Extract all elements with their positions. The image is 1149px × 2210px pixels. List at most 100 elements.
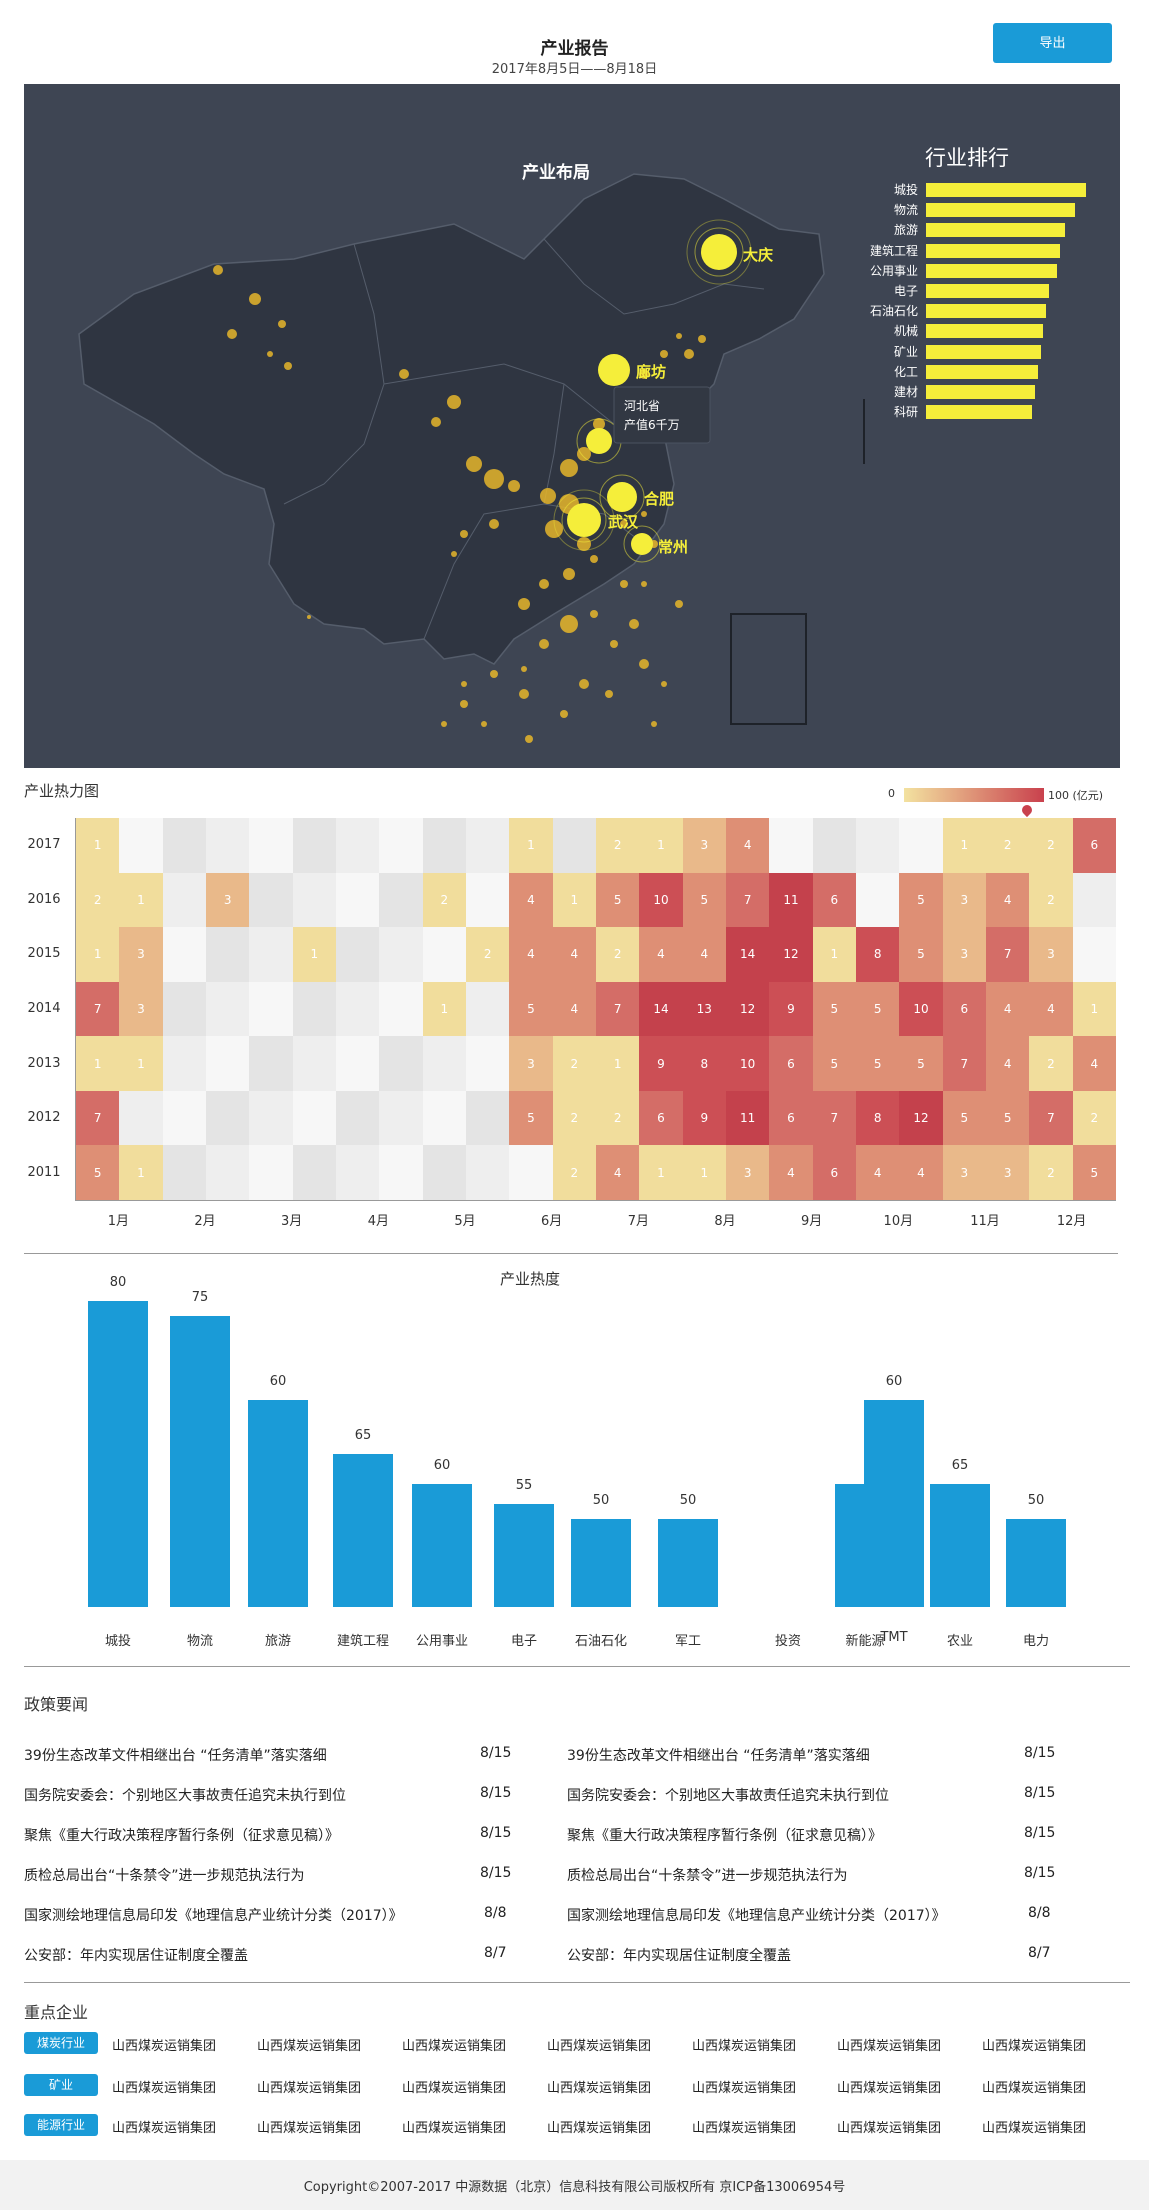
heatmap-cell[interactable]: 4 (596, 1145, 640, 1200)
heatmap-cell[interactable]: 3 (942, 1145, 986, 1200)
heatmap-cell[interactable]: 2 (76, 872, 120, 928)
policy-news-link[interactable]: 聚焦《重大行政决策程序暂行条例（征求意见稿）》 (567, 1828, 882, 1844)
heatmap-cell[interactable] (466, 1090, 510, 1146)
heatmap-cell[interactable] (379, 872, 423, 928)
ranking-row[interactable]: 城投 (840, 182, 1100, 198)
heatmap-cell[interactable]: 1 (76, 927, 120, 982)
heatmap-cell[interactable]: 5 (812, 981, 856, 1037)
legend-slider-handle[interactable] (1019, 802, 1035, 818)
heatmap-cell[interactable] (899, 818, 943, 873)
heatmap-cell[interactable]: 12 (769, 927, 813, 982)
heatmap-cell[interactable]: 7 (76, 981, 120, 1037)
policy-news-link[interactable]: 国家测绘地理信息局印发《地理信息产业统计分类（2017）》 (24, 1908, 403, 1924)
heatmap-cell[interactable]: 1 (682, 1145, 726, 1200)
heatmap-cell[interactable]: 7 (76, 1090, 120, 1146)
heatmap-cell[interactable]: 2 (986, 818, 1030, 873)
heatmap-cell[interactable] (466, 872, 510, 928)
heatmap-cell[interactable] (162, 1090, 206, 1146)
heatmap-cell[interactable]: 11 (769, 872, 813, 928)
heatmap-cell[interactable]: 3 (942, 927, 986, 982)
heatmap-cell[interactable]: 5 (812, 1036, 856, 1091)
heatmap-cell[interactable]: 8 (856, 927, 900, 982)
heatmap-cell[interactable]: 1 (292, 927, 336, 982)
heatmap-cell[interactable]: 5 (899, 1036, 943, 1091)
heatmap-cell[interactable]: 5 (509, 1090, 553, 1146)
heatmap-cell[interactable]: 12 (726, 981, 770, 1037)
heatmap-cell[interactable]: 6 (1072, 818, 1116, 873)
company-link[interactable]: 山西煤炭运销集团 (837, 2039, 942, 2054)
company-link[interactable]: 山西煤炭运销集团 (837, 2121, 942, 2136)
heatmap-cell[interactable] (249, 1090, 293, 1146)
ranking-row[interactable]: 科研 (840, 404, 1100, 420)
heatmap-cell[interactable]: 2 (422, 872, 466, 928)
company-link[interactable]: 山西煤炭运销集团 (257, 2039, 362, 2054)
heatmap-cell[interactable] (336, 1090, 380, 1146)
bar-chart-bar[interactable] (930, 1484, 990, 1607)
heatmap-cell[interactable]: 2 (596, 927, 640, 982)
heatmap-cell[interactable]: 3 (942, 872, 986, 928)
company-link[interactable]: 山西煤炭运销集团 (112, 2121, 217, 2136)
heatmap-cell[interactable]: 7 (986, 927, 1030, 982)
heatmap-cell[interactable] (162, 927, 206, 982)
heatmap-cell[interactable] (466, 1036, 510, 1091)
heatmap-cell[interactable]: 8 (856, 1090, 900, 1146)
heatmap-cell[interactable] (379, 818, 423, 873)
ranking-row[interactable]: 机械 (840, 323, 1100, 339)
company-link[interactable]: 山西煤炭运销集团 (112, 2081, 217, 2096)
heatmap-cell[interactable]: 1 (639, 818, 683, 873)
heatmap-cell[interactable] (249, 818, 293, 873)
heatmap-cell[interactable]: 9 (769, 981, 813, 1037)
heatmap-cell[interactable] (162, 1145, 206, 1200)
heatmap-cell[interactable] (206, 1090, 250, 1146)
industry-tag[interactable]: 矿业 (24, 2074, 98, 2096)
heatmap-cell[interactable]: 3 (206, 872, 250, 928)
heatmap-cell[interactable] (466, 818, 510, 873)
heatmap-cell[interactable] (292, 981, 336, 1037)
heatmap-cell[interactable]: 1 (942, 818, 986, 873)
heatmap-cell[interactable]: 3 (119, 981, 163, 1037)
heatmap-cell[interactable] (336, 818, 380, 873)
heatmap-cell[interactable] (856, 818, 900, 873)
heatmap-cell[interactable]: 1 (422, 981, 466, 1037)
ranking-row[interactable]: 建筑工程 (840, 243, 1100, 259)
export-button[interactable]: 导出 (993, 23, 1112, 63)
heatmap-cell[interactable]: 4 (726, 818, 770, 873)
heatmap-cell[interactable]: 9 (682, 1090, 726, 1146)
heatmap-cell[interactable]: 4 (509, 872, 553, 928)
heatmap-cell[interactable] (249, 1036, 293, 1091)
company-link[interactable]: 山西煤炭运销集团 (402, 2081, 507, 2096)
company-link[interactable]: 山西煤炭运销集团 (982, 2081, 1087, 2096)
industry-tag[interactable]: 煤炭行业 (24, 2032, 98, 2054)
heatmap-cell[interactable]: 6 (769, 1090, 813, 1146)
heatmap-cell[interactable]: 3 (986, 1145, 1030, 1200)
heatmap-cell[interactable] (206, 1145, 250, 1200)
heatmap-cell[interactable] (292, 818, 336, 873)
company-link[interactable]: 山西煤炭运销集团 (692, 2039, 797, 2054)
heatmap-cell[interactable]: 1 (119, 872, 163, 928)
heatmap-cell[interactable]: 1 (119, 1036, 163, 1091)
heatmap-cell[interactable]: 4 (769, 1145, 813, 1200)
heatmap-cell[interactable]: 13 (682, 981, 726, 1037)
company-link[interactable]: 山西煤炭运销集团 (692, 2081, 797, 2096)
heatmap-cell[interactable]: 5 (1072, 1145, 1116, 1200)
heatmap-cell[interactable]: 4 (639, 927, 683, 982)
heatmap-cell[interactable]: 2 (1072, 1090, 1116, 1146)
heatmap-cell[interactable] (509, 1145, 553, 1200)
heatmap-cell[interactable]: 7 (942, 1036, 986, 1091)
heatmap-cell[interactable]: 2 (1029, 818, 1073, 873)
heatmap-cell[interactable] (206, 981, 250, 1037)
heatmap-cell[interactable]: 2 (552, 1145, 596, 1200)
heatmap-cell[interactable]: 1 (552, 872, 596, 928)
heatmap-cell[interactable]: 2 (1029, 1145, 1073, 1200)
heatmap-cell[interactable]: 2 (596, 818, 640, 873)
policy-news-link[interactable]: 39份生态改革文件相继出台 “任务清单”落实落细 (24, 1748, 327, 1764)
ranking-row[interactable]: 矿业 (840, 344, 1100, 360)
bar-chart-bar[interactable] (1006, 1518, 1066, 1607)
policy-news-link[interactable]: 国务院安委会：个别地区大事故责任追究未执行到位 (24, 1788, 346, 1804)
heatmap-cell[interactable] (1072, 872, 1116, 928)
bar-chart-bar[interactable] (333, 1453, 393, 1607)
company-link[interactable]: 山西煤炭运销集团 (402, 2121, 507, 2136)
heatmap-cell[interactable] (162, 981, 206, 1037)
heatmap-cell[interactable] (379, 1145, 423, 1200)
heatmap-cell[interactable]: 3 (682, 818, 726, 873)
